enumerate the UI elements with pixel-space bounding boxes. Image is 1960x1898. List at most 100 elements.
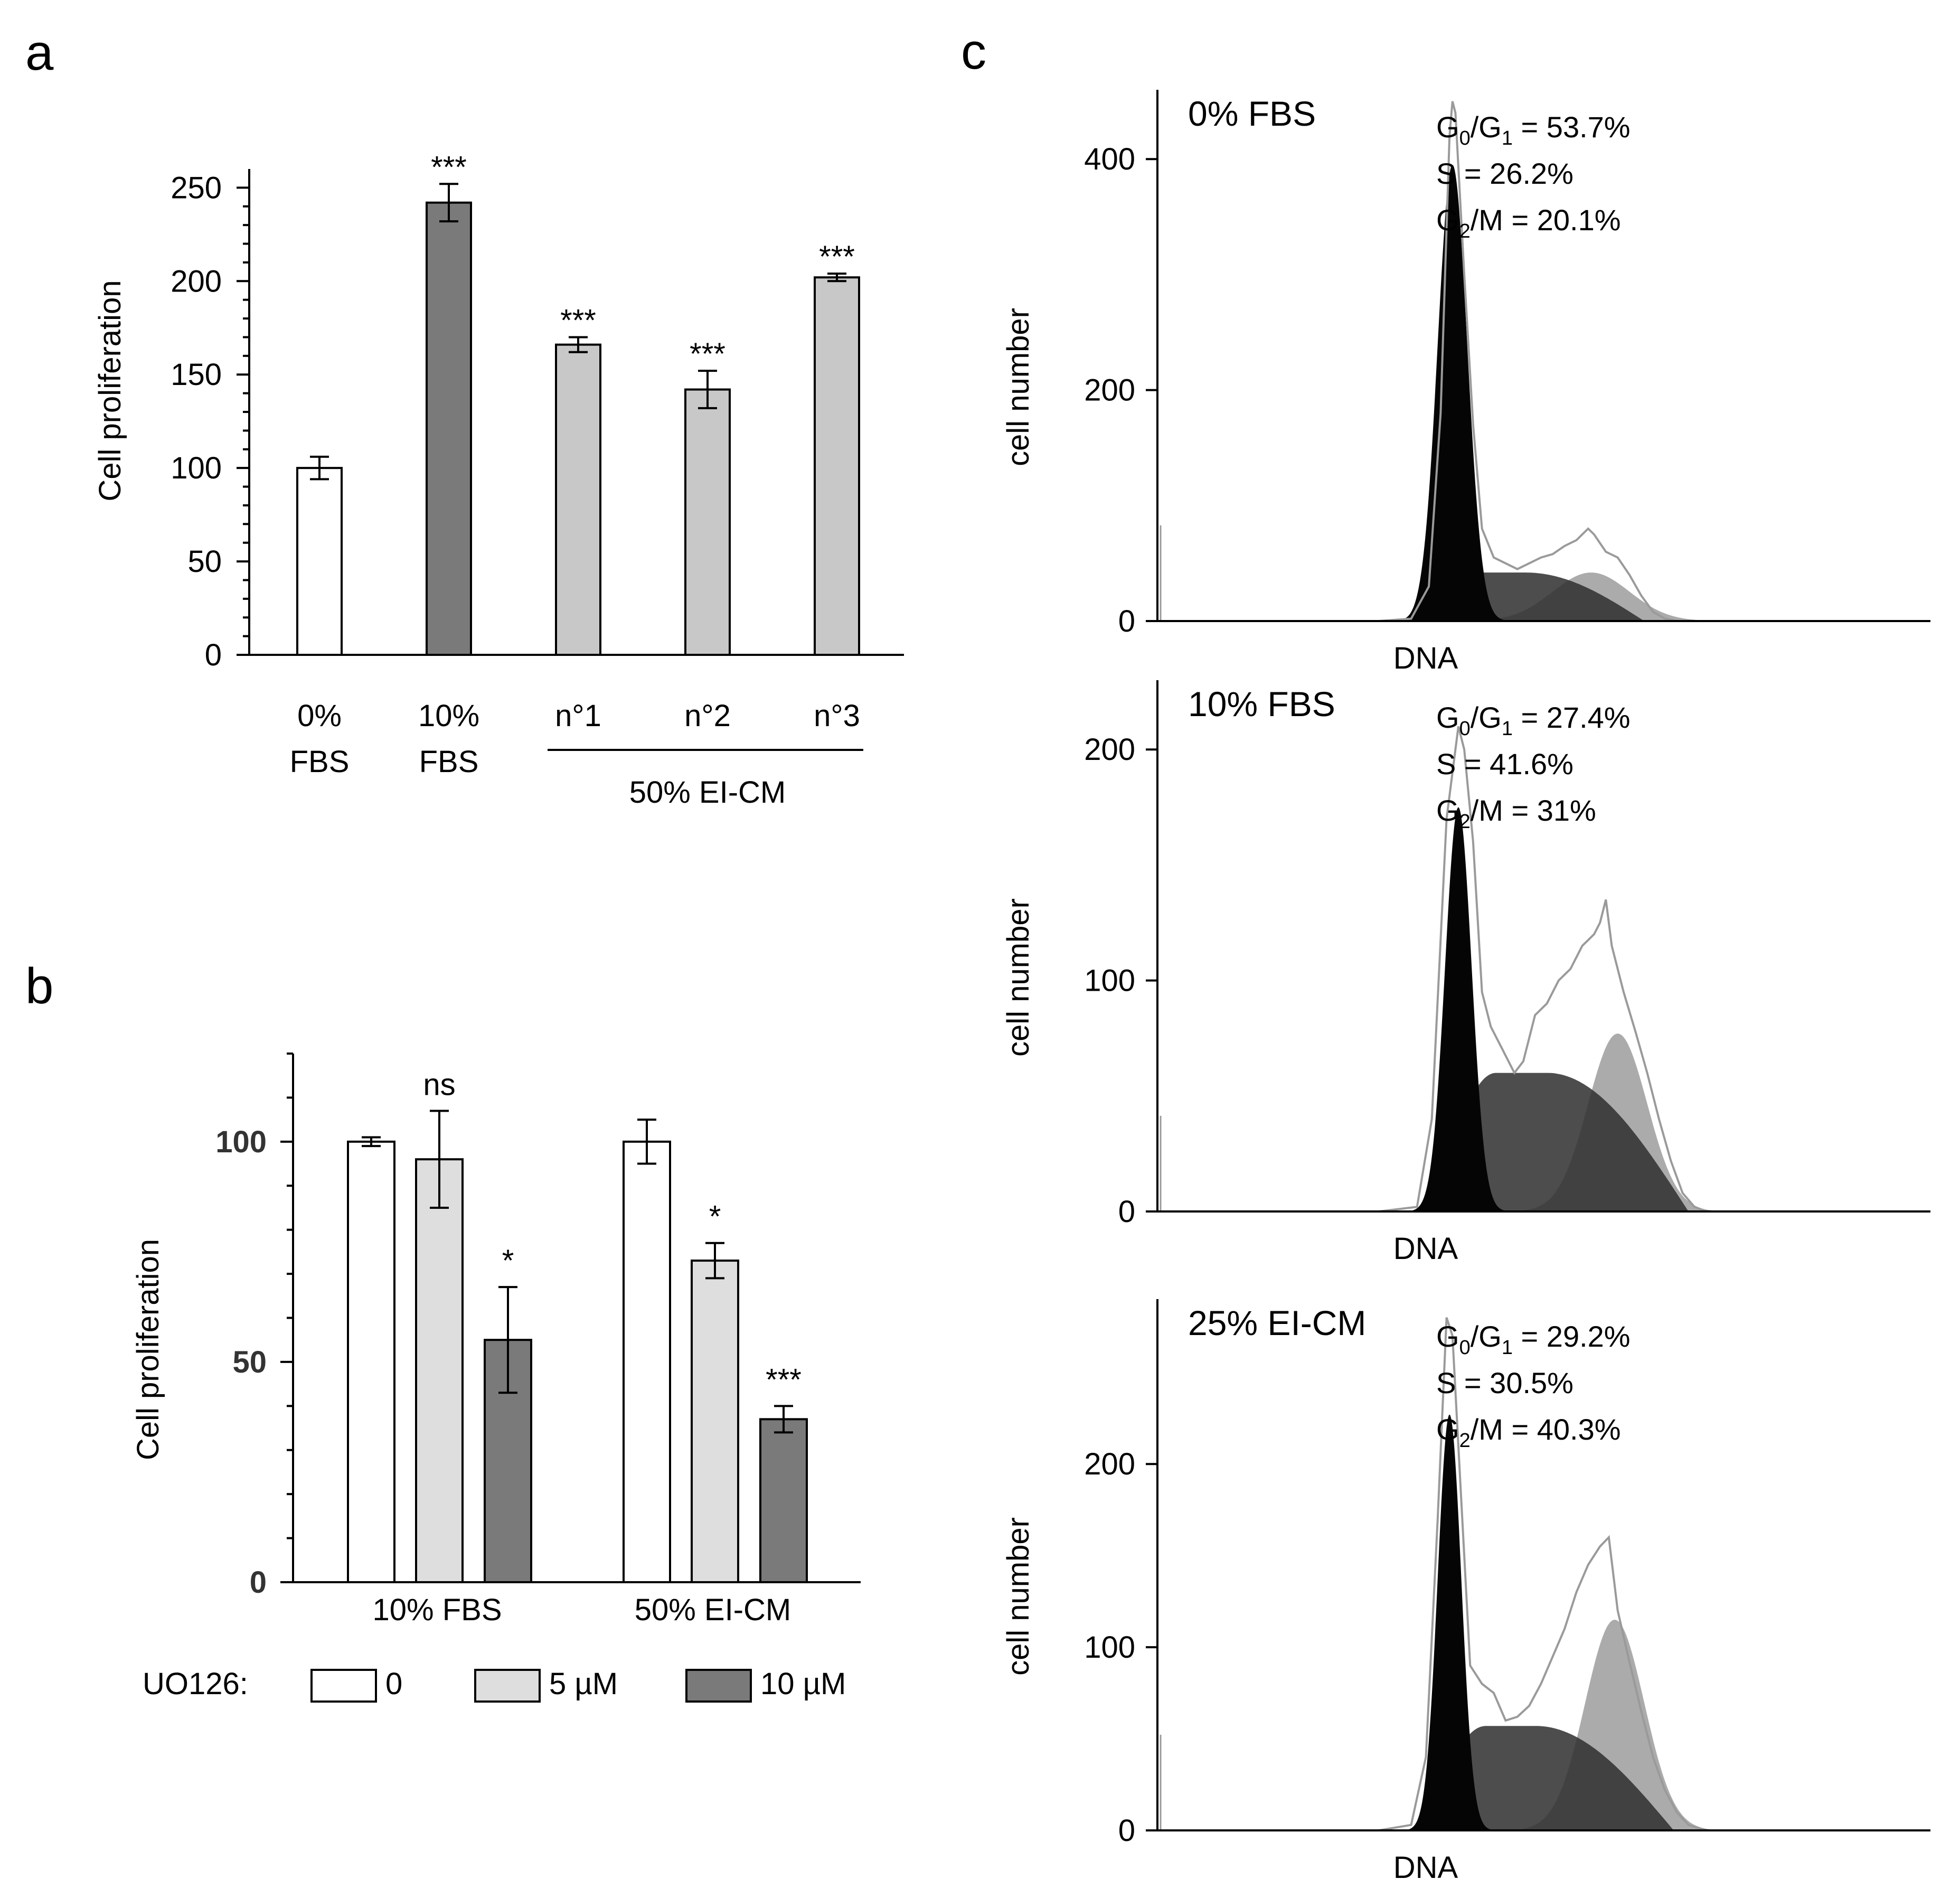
- g0g1-peak-area: [1402, 1414, 1497, 1830]
- g2m-letter: G: [1436, 203, 1459, 237]
- s-prefix: S =: [1436, 747, 1490, 781]
- g0g1-letter: G: [1436, 701, 1459, 734]
- y-tick-label-a: 200: [171, 264, 222, 298]
- y-tick-label-c: 200: [1084, 373, 1135, 408]
- g2m-subscript: 2: [1459, 220, 1471, 242]
- g0g1-slash: /G: [1471, 701, 1502, 734]
- g2m-value: 31%: [1537, 794, 1596, 827]
- significance-label-b: ***: [766, 1363, 802, 1397]
- stat-g2m: G2/M = 40.3%: [1436, 1413, 1621, 1452]
- category-label-a-line2: FBS: [419, 745, 479, 779]
- y-tick-label-c: 100: [1084, 964, 1135, 998]
- g0g1-subscript-1: 1: [1502, 718, 1513, 740]
- g2m-mid: /M =: [1471, 203, 1537, 237]
- y-axis-label-c: cell number: [1001, 308, 1035, 466]
- s-value: 26.2%: [1490, 157, 1573, 190]
- x-axis-label-c: DNA: [1393, 641, 1458, 675]
- stat-s: S = 30.5%: [1436, 1366, 1573, 1399]
- bar-b-group2-series1: [623, 1140, 671, 1583]
- g2m-peak-area: [1496, 1620, 1733, 1830]
- g0g1-eq: =: [1513, 1320, 1547, 1353]
- g2m-letter: G: [1436, 794, 1459, 827]
- g0g1-subscript-0: 0: [1459, 127, 1471, 149]
- g0g1-value: 53.7%: [1547, 110, 1631, 144]
- bar-b-group1-series2: [415, 1158, 464, 1583]
- legend-title-b: UO126:: [143, 1667, 248, 1701]
- significance-label-b: *: [502, 1244, 514, 1278]
- panel-letter-c: c: [961, 23, 986, 80]
- s-value: 30.5%: [1490, 1366, 1573, 1399]
- legend-label-b-1: 0: [385, 1667, 402, 1701]
- category-label-b: 50% EI-CM: [635, 1593, 791, 1627]
- bar-b-group1-series1: [347, 1140, 395, 1583]
- g2m-mid: /M =: [1471, 1413, 1537, 1446]
- panel-letter-b: b: [25, 958, 53, 1014]
- x-axis-label-c: DNA: [1393, 1850, 1458, 1885]
- y-tick-label-c: 100: [1084, 1630, 1135, 1665]
- g0g1-subscript-1: 1: [1502, 1337, 1513, 1359]
- significance-label-a: ***: [690, 337, 725, 371]
- g0g1-subscript-0: 0: [1459, 718, 1471, 740]
- y-tick-label-c: 200: [1084, 732, 1135, 767]
- category-label-a-line1: 10%: [418, 699, 479, 733]
- category-label-a-line1: n°2: [684, 699, 731, 733]
- g0g1-letter: G: [1436, 110, 1459, 144]
- g2m-subscript: 2: [1459, 1430, 1471, 1452]
- category-label-a-line2: FBS: [290, 745, 350, 779]
- significance-label-a: ***: [819, 240, 855, 274]
- stat-g2m: G2/M = 20.1%: [1436, 203, 1621, 242]
- significance-label-b: ns: [423, 1067, 455, 1102]
- g0g1-value: 29.2%: [1547, 1320, 1631, 1353]
- legend-label-b-2: 5 µM: [549, 1667, 618, 1701]
- legend-label-b-3: 10 µM: [760, 1667, 846, 1701]
- g0g1-slash: /G: [1471, 1320, 1502, 1353]
- histogram-title: 0% FBS: [1188, 94, 1316, 133]
- g0g1-subscript-0: 0: [1459, 1337, 1471, 1359]
- stat-g2m: G2/M = 31%: [1436, 794, 1596, 833]
- s-prefix: S =: [1436, 157, 1490, 190]
- stat-g0g1: G0/G1 = 27.4%: [1436, 701, 1631, 740]
- y-tick-label-a: 0: [205, 638, 222, 672]
- y-tick-label-a: 150: [171, 358, 222, 392]
- legend-swatch-b-1: [310, 1669, 377, 1703]
- category-label-a-line1: n°3: [814, 699, 860, 733]
- raw-histogram-outline: [1378, 101, 1677, 622]
- bar-b-group2-series2: [691, 1260, 739, 1583]
- g0g1-eq: =: [1513, 701, 1547, 734]
- g0g1-eq: =: [1513, 110, 1547, 144]
- x-axis-label-c: DNA: [1393, 1232, 1458, 1266]
- raw-histogram-outline: [1378, 1317, 1707, 1831]
- y-tick-label-c: 200: [1084, 1447, 1135, 1481]
- histogram-title: 25% EI-CM: [1188, 1303, 1366, 1342]
- g2m-value: 20.1%: [1537, 203, 1621, 237]
- y-tick-label-b: 50: [232, 1345, 267, 1379]
- stat-g0g1: G0/G1 = 53.7%: [1436, 110, 1631, 149]
- y-tick-label-c: 0: [1118, 1195, 1135, 1229]
- y-tick-label-a: 250: [171, 171, 222, 205]
- y-tick-label-b: 0: [250, 1565, 267, 1600]
- s-prefix: S =: [1436, 1366, 1490, 1399]
- y-tick-label-a: 100: [171, 451, 222, 485]
- g2m-mid: /M =: [1471, 794, 1537, 827]
- y-axis-label-c: cell number: [1001, 898, 1035, 1057]
- g0g1-peak-area: [1405, 807, 1512, 1211]
- stat-s: S = 41.6%: [1436, 747, 1573, 781]
- panel-letter-a: a: [25, 24, 54, 81]
- bar-a-3: [555, 343, 601, 656]
- y-axis-label-b: Cell proliferation: [131, 1239, 165, 1460]
- g2m-letter: G: [1436, 1413, 1459, 1446]
- bar-a-5: [814, 276, 860, 656]
- histogram-title: 10% FBS: [1188, 684, 1335, 724]
- g2m-value: 40.3%: [1537, 1413, 1621, 1446]
- y-tick-label-a: 50: [187, 544, 222, 579]
- significance-label-a: ***: [560, 303, 596, 337]
- group-label-a: 50% EI-CM: [629, 775, 786, 810]
- bar-a-2: [426, 201, 472, 656]
- stat-g0g1: G0/G1 = 29.2%: [1436, 1320, 1631, 1359]
- g0g1-subscript-1: 1: [1502, 127, 1513, 149]
- bar-a-4: [684, 388, 731, 656]
